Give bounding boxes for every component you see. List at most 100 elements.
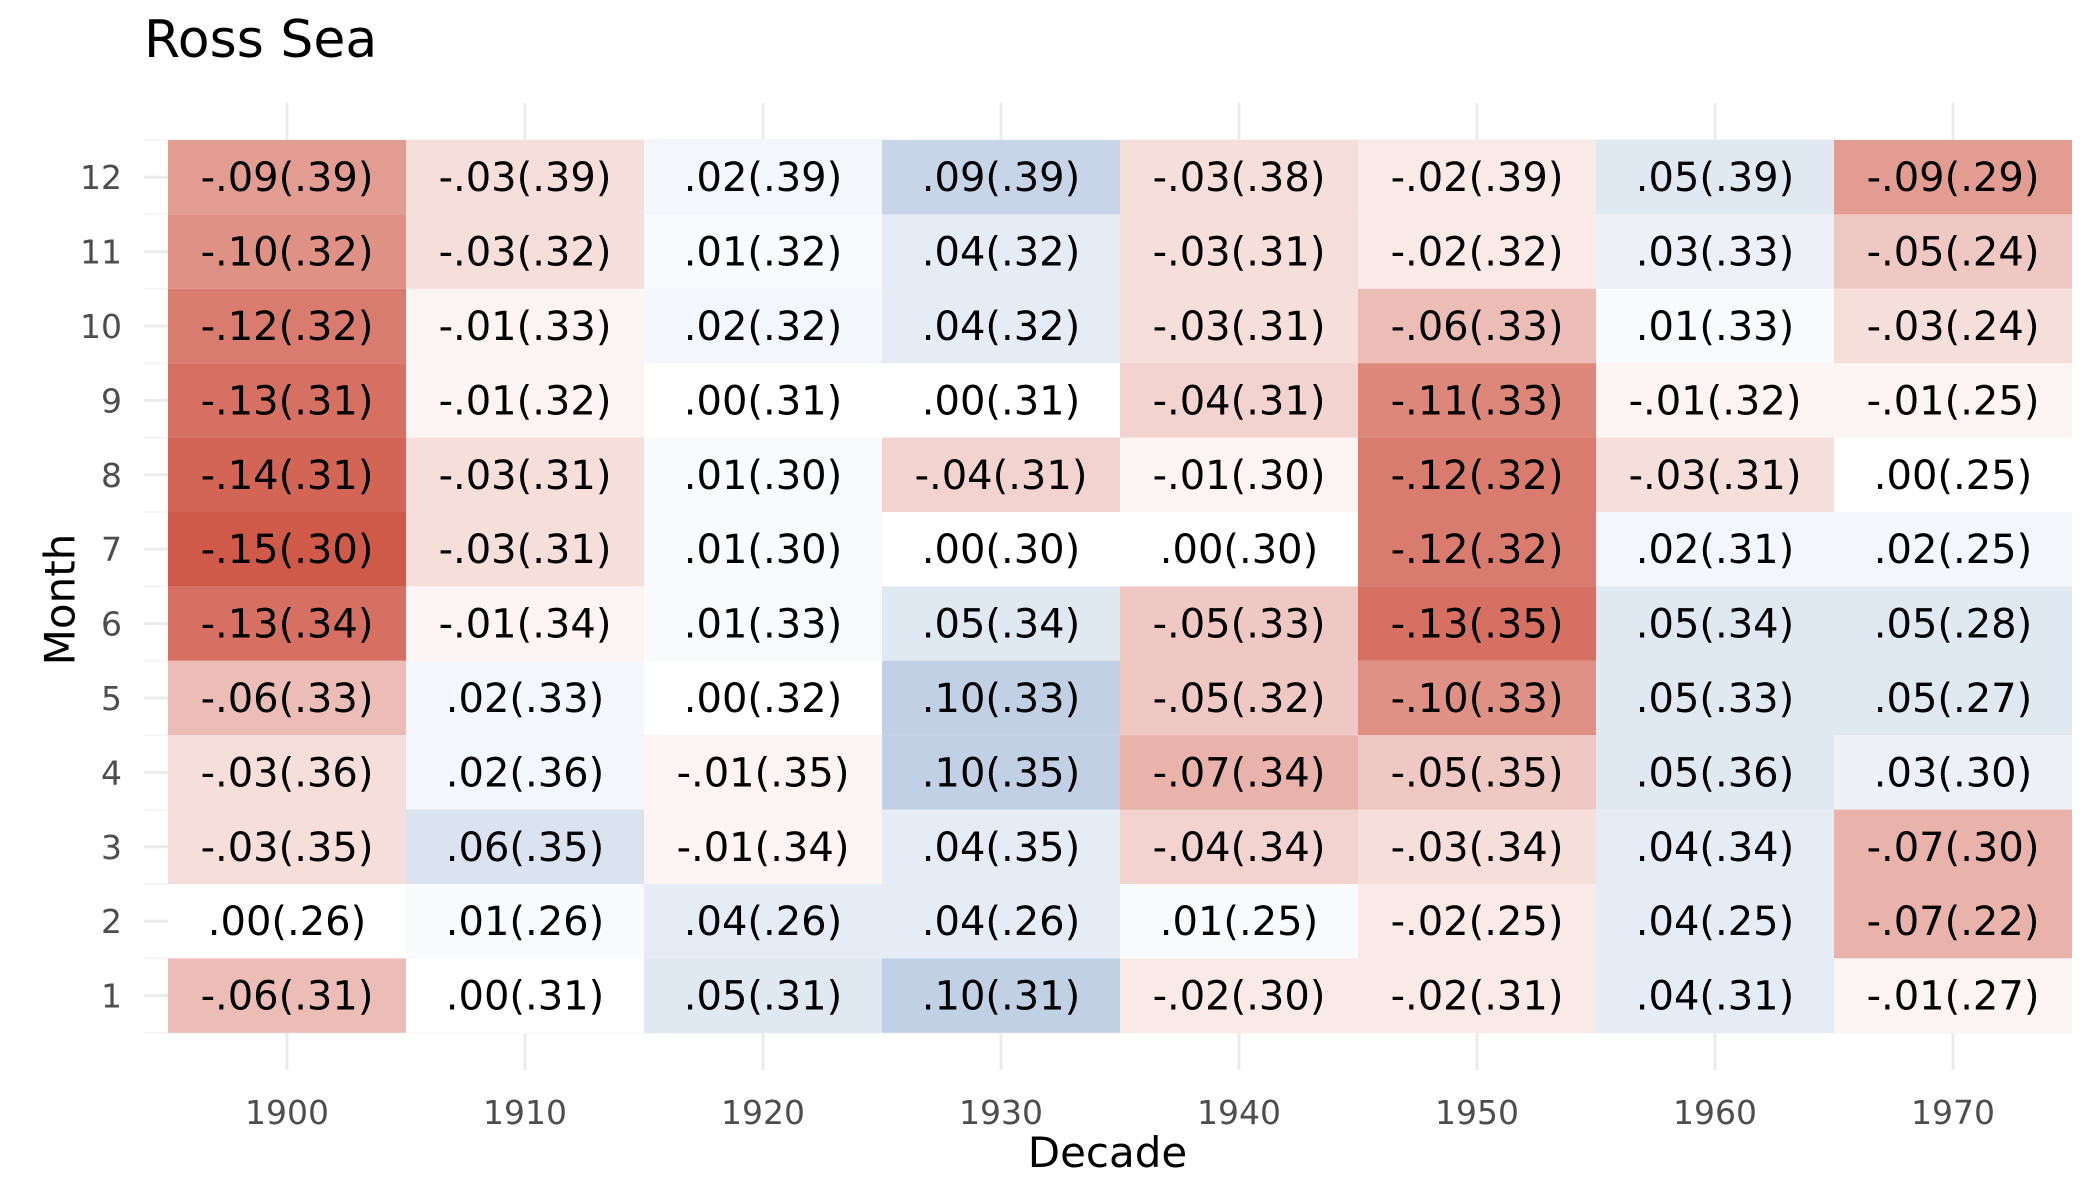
- heatmap-cell: [1358, 437, 1596, 512]
- heatmap-cell: [406, 140, 644, 215]
- y-tick-label: 2: [101, 902, 122, 941]
- y-tick-label: 9: [101, 381, 122, 420]
- cell-label: -.02(.32): [1391, 230, 1564, 276]
- y-tick-label: 7: [101, 530, 122, 569]
- cell-label: .05(.34): [1636, 602, 1794, 648]
- cell-label: -.02(.39): [1391, 155, 1564, 201]
- cell-label: -.03(.35): [201, 825, 374, 871]
- cell-label: -.05(.32): [1153, 676, 1326, 722]
- heatmap-cell: [168, 288, 406, 364]
- heatmap-cell: [406, 660, 644, 736]
- heatmap-cell: [1120, 586, 1358, 661]
- cell-label: -.13(.34): [201, 602, 374, 648]
- cell-label: -.15(.30): [201, 527, 374, 573]
- cell-label: -.07(.22): [1867, 899, 2040, 945]
- cell-label: -.10(.32): [201, 230, 374, 276]
- heatmap-cell: [1596, 512, 1834, 587]
- cell-label: -.05(.35): [1391, 750, 1564, 796]
- heatmap-cell: [1596, 437, 1834, 512]
- cell-label: .04(.26): [684, 899, 842, 945]
- cell-label: -.03(.36): [201, 750, 374, 796]
- heatmap-cell: [644, 958, 882, 1033]
- cell-label: .00(.32): [684, 676, 842, 722]
- cell-label: .02(.25): [1874, 527, 2032, 573]
- cell-label: -.01(.32): [439, 378, 612, 424]
- heatmap-cell: [882, 512, 1120, 587]
- heatmap-cell: [1358, 214, 1596, 289]
- cell-label: -.11(.33): [1391, 378, 1564, 424]
- cell-label: -.03(.32): [439, 230, 612, 276]
- heatmap-cell: [1120, 140, 1358, 215]
- cell-label: .01(.32): [684, 230, 842, 276]
- heatmap-cell: [882, 884, 1120, 959]
- cell-label: -.03(.24): [1867, 304, 2040, 350]
- heatmap-cell: [1358, 884, 1596, 959]
- cell-label: -.07(.30): [1867, 825, 2040, 871]
- heatmap-cell: [882, 809, 1120, 884]
- heatmap-cell: [882, 437, 1120, 512]
- x-tick-label: 1960: [1673, 1093, 1757, 1132]
- heatmap-cell: [1120, 512, 1358, 587]
- cell-label: -.01(.25): [1867, 378, 2040, 424]
- heatmap-cell: [644, 288, 882, 364]
- heatmap-cell: [644, 586, 882, 661]
- heatmap-cell: [1834, 214, 2072, 289]
- heatmap-cell: [1596, 214, 1834, 289]
- cell-label: .00(.31): [922, 378, 1080, 424]
- heatmap-cell: [882, 660, 1120, 736]
- heatmap-cell: [1358, 363, 1596, 438]
- heatmap-cell: [882, 958, 1120, 1033]
- heatmap-cell: [1358, 958, 1596, 1033]
- y-tick-label: 10: [80, 307, 122, 346]
- cell-label: .09(.39): [922, 155, 1080, 201]
- heatmap-cell: [882, 140, 1120, 215]
- y-tick-label: 11: [80, 233, 122, 272]
- heatmap-cell: [644, 214, 882, 289]
- cell-label: .02(.32): [684, 304, 842, 350]
- y-axis-label: Month: [35, 533, 85, 666]
- cell-label: -.09(.29): [1867, 155, 2040, 201]
- y-tick-label: 8: [101, 456, 122, 495]
- cell-label: .04(.35): [922, 825, 1080, 871]
- cell-label: .02(.36): [446, 750, 604, 796]
- heatmap-cell: [406, 288, 644, 364]
- cell-label: .01(.25): [1160, 899, 1318, 945]
- heatmap-cell: [1596, 809, 1834, 884]
- chart-title: Ross Sea: [144, 10, 378, 70]
- x-tick-label: 1920: [721, 1093, 805, 1132]
- cell-label: -.14(.31): [201, 453, 374, 499]
- cell-label: .00(.31): [684, 378, 842, 424]
- heatmap-cell: [644, 809, 882, 884]
- x-tick-label: 1950: [1435, 1093, 1519, 1132]
- x-tick-label: 1970: [1911, 1093, 1995, 1132]
- x-tick-label: 1940: [1197, 1093, 1281, 1132]
- heatmap-cell: [406, 586, 644, 661]
- y-tick-label: 12: [80, 158, 122, 197]
- x-tick-label: 1930: [959, 1093, 1043, 1132]
- cell-label: -.03(.31): [1153, 304, 1326, 350]
- heatmap-cell: [168, 884, 406, 959]
- cell-label: -.12(.32): [1391, 527, 1564, 573]
- heatmap-cell: [644, 437, 882, 512]
- cell-label: .01(.30): [684, 453, 842, 499]
- heatmap-cell: [1834, 884, 2072, 959]
- heatmap-cell: [168, 735, 406, 810]
- heatmap-cell: [1596, 363, 1834, 438]
- heatmap-cell: [1120, 809, 1358, 884]
- cell-label: .04(.25): [1636, 899, 1794, 945]
- cell-label: .00(.31): [446, 974, 604, 1020]
- cell-label: .02(.31): [1636, 527, 1794, 573]
- cell-label: -.01(.27): [1867, 974, 2040, 1020]
- heatmap-cell: [1358, 809, 1596, 884]
- heatmap-cell: [644, 140, 882, 215]
- cell-label: -.01(.32): [1629, 378, 1802, 424]
- cell-label: .00(.25): [1874, 453, 2032, 499]
- cell-label: -.01(.33): [439, 304, 612, 350]
- cell-label: -.03(.31): [1629, 453, 1802, 499]
- heatmap-cell: [406, 512, 644, 587]
- heatmap-cell: [1120, 363, 1358, 438]
- cell-label: .10(.31): [922, 974, 1080, 1020]
- heatmap-cell: [1120, 884, 1358, 959]
- heatmap-cell: [1120, 958, 1358, 1033]
- cell-label: -.02(.25): [1391, 899, 1564, 945]
